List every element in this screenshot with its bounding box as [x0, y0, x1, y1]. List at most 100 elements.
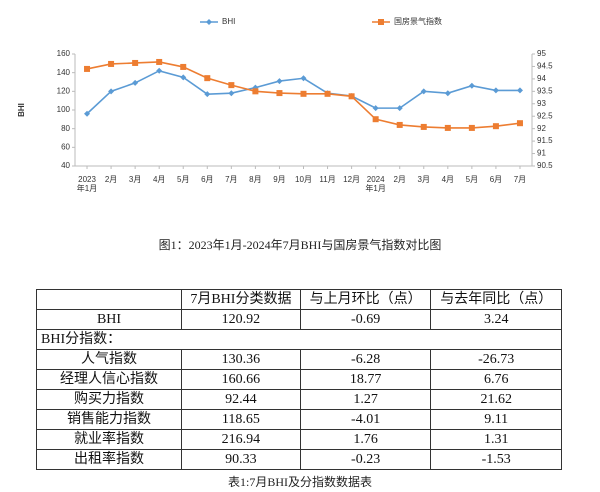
x-tick-label: 7月 [225, 175, 237, 184]
y-tick-label: 140 [57, 68, 71, 77]
point [84, 110, 91, 117]
x-tick-label: 2023 年1月 [77, 175, 97, 193]
table-cell: 130.36 [181, 349, 301, 370]
point [300, 75, 307, 82]
point [108, 88, 115, 95]
table-cell: BHI [36, 309, 182, 330]
table-row: BHI分指数： [36, 329, 562, 350]
table-cell: 90.33 [181, 449, 301, 470]
point [468, 82, 475, 89]
point [276, 90, 283, 97]
point [492, 87, 499, 94]
table-cell: 7月BHI分类数据 [181, 289, 301, 310]
point [516, 87, 523, 94]
x-tick-label: 3月 [129, 175, 141, 184]
point [420, 88, 427, 95]
y-tick-label: 80 [61, 124, 70, 133]
legend-marker [378, 19, 384, 25]
y2-tick-label: 90.5 [537, 161, 553, 170]
y2-tick-label: 92 [537, 124, 546, 133]
point [348, 93, 355, 100]
table-cell: 1.27 [299, 389, 432, 410]
point [444, 124, 451, 131]
point [516, 120, 523, 127]
table-caption: 表1:7月BHI及分指数数据表 [227, 475, 372, 489]
table-row: 就业率指数 216.94 1.76 1.31 [36, 429, 562, 450]
point [252, 88, 259, 95]
table-cell: -6.28 [299, 349, 432, 370]
table-cell: 118.65 [181, 409, 301, 430]
chart: BHI 40 60 80 100 120 140 160 90.5 91 91.5 92 92.5 93… [17, 16, 553, 193]
x-tick-label: 8月 [249, 175, 261, 184]
point [180, 63, 187, 70]
point [276, 78, 283, 85]
point [156, 67, 163, 74]
x-tick-label: 5月 [177, 175, 189, 184]
table-cell: 9.11 [430, 409, 562, 430]
y-tick-label: 100 [57, 105, 71, 114]
point [396, 121, 403, 128]
x-tick-label: 2月 [105, 175, 117, 184]
y2-tick-label: 91.5 [537, 136, 553, 145]
point [204, 91, 211, 98]
y2-tick-label: 95 [537, 49, 546, 58]
point [156, 58, 163, 65]
table-cell: 就业率指数 [36, 429, 182, 450]
point [180, 74, 187, 81]
table-row: 经理人信心指数 160.66 18.77 6.76 [36, 369, 562, 390]
table-cell: 出租率指数 [36, 449, 182, 470]
x-tick-label: 11月 [319, 175, 335, 184]
point [372, 105, 379, 112]
table-cell: 购买力指数 [36, 389, 182, 410]
y2-tick-label: 93 [537, 99, 546, 108]
y2-tick-label: 92.5 [537, 111, 553, 120]
legend-label: BHI [222, 17, 235, 26]
table-cell: 经理人信心指数 [36, 369, 182, 390]
x-tick-label: 3月 [418, 175, 430, 184]
point [420, 123, 427, 130]
point [132, 59, 139, 66]
y2-tick-label: 94 [537, 74, 546, 83]
x-tick-label: 4月 [153, 175, 165, 184]
table-cell: -4.01 [299, 409, 432, 430]
table-cell: 92.44 [181, 389, 301, 410]
point [84, 65, 91, 72]
x-tick-label: 6月 [201, 175, 213, 184]
point [468, 124, 475, 131]
point [300, 90, 307, 97]
point [108, 60, 115, 67]
legend-label: 国房景气指数 [394, 16, 442, 26]
table-cell [36, 289, 182, 310]
table-cell: -0.69 [299, 309, 432, 330]
y2-tick-label: 94.5 [537, 62, 553, 71]
table-cell: 18.77 [299, 369, 432, 390]
point [228, 90, 235, 97]
table-cell: -1.53 [430, 449, 562, 470]
point [204, 75, 211, 82]
table-row: BHI 120.92 -0.69 3.24 [36, 309, 562, 330]
x-tick-label: 9月 [273, 175, 285, 184]
point [396, 105, 403, 112]
table-cell: 人气指数 [36, 349, 182, 370]
point [372, 116, 379, 123]
y-tick-label: 120 [57, 86, 71, 95]
table-cell: -0.23 [299, 449, 432, 470]
legend-marker [206, 19, 212, 25]
x-tick-label: 2024 年1月 [365, 175, 385, 193]
x-tick-label: 6月 [490, 175, 502, 184]
table-row: 购买力指数 92.44 1.27 21.62 [36, 389, 562, 410]
x-tick-label: 7月 [514, 175, 526, 184]
x-tick-label: 12月 [343, 175, 360, 184]
table-row: 7月BHI分类数据 与上月环比（点） 与去年同比（点） [36, 289, 562, 310]
table-cell: 1.31 [430, 429, 562, 450]
table-cell: 120.92 [181, 309, 301, 330]
table-cell: 销售能力指数 [36, 409, 182, 430]
point [492, 123, 499, 130]
table-cell: 6.76 [430, 369, 562, 390]
table-cell: -26.73 [430, 349, 562, 370]
point [444, 90, 451, 97]
x-tick-label: 2月 [393, 175, 405, 184]
point [324, 90, 331, 97]
table-cell: 与上月环比（点） [299, 289, 432, 310]
